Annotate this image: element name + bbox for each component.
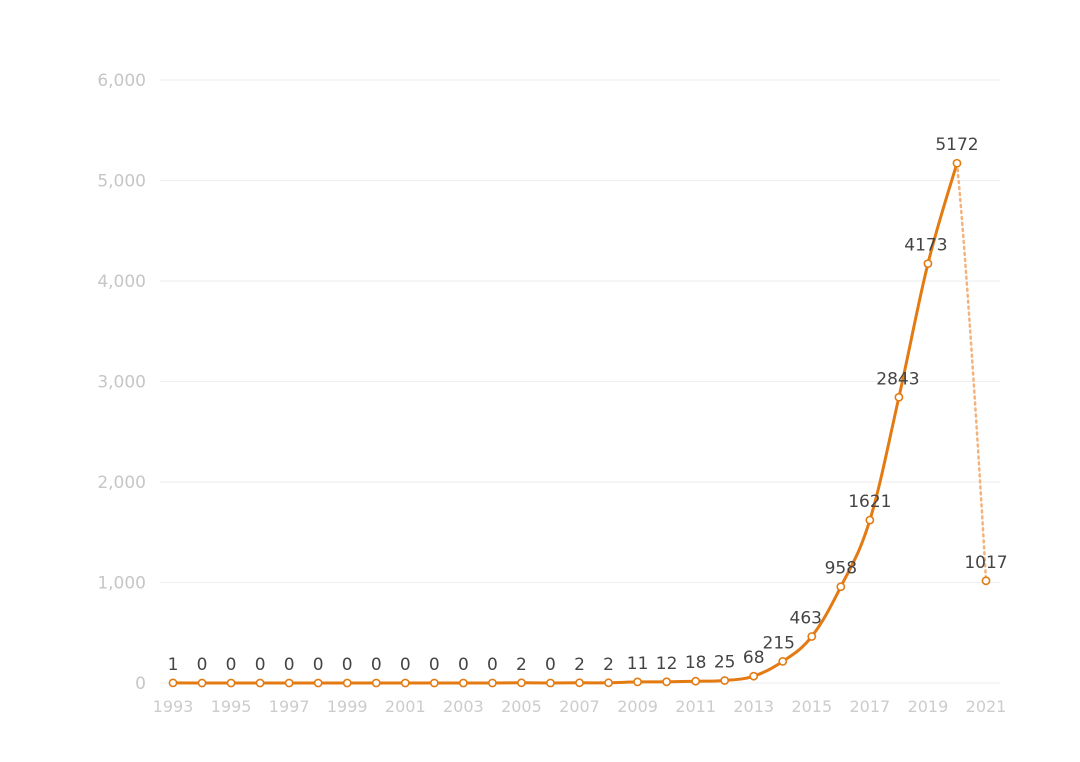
data-label: 0 <box>342 655 353 675</box>
data-label: 2843 <box>876 369 919 389</box>
x-tick-label: 2003 <box>443 697 484 716</box>
data-point <box>197 678 207 688</box>
x-tick-label: 2007 <box>559 697 600 716</box>
data-point <box>400 678 410 688</box>
data-label: 2 <box>603 655 614 675</box>
x-tick-label: 2011 <box>675 697 716 716</box>
data-label: 4173 <box>904 236 947 256</box>
data-label: 0 <box>371 655 382 675</box>
x-tick-label: 1997 <box>269 697 310 716</box>
data-point <box>981 576 991 586</box>
data-point <box>952 158 962 168</box>
data-label: 463 <box>790 608 822 628</box>
data-point <box>575 678 584 688</box>
data-label: 0 <box>400 655 411 675</box>
x-tick-label: 1995 <box>211 697 252 716</box>
data-point <box>342 678 352 688</box>
data-label: 18 <box>685 653 707 673</box>
data-point <box>836 582 846 592</box>
data-point <box>691 676 701 686</box>
y-tick-label: 1,000 <box>97 574 146 594</box>
x-tick-label: 2013 <box>733 697 774 716</box>
data-label: 12 <box>656 654 678 674</box>
data-point <box>546 678 555 688</box>
data-label: 2 <box>574 655 585 675</box>
data-label: 11 <box>627 654 649 674</box>
data-label: 1 <box>168 655 179 675</box>
data-label: 958 <box>825 559 857 579</box>
data-point <box>749 671 759 681</box>
y-tick-label: 6,000 <box>97 71 146 91</box>
y-tick-label: 4,000 <box>97 272 146 292</box>
data-label: 215 <box>763 633 795 653</box>
x-tick-label: 2009 <box>617 697 658 716</box>
x-tick-label: 2001 <box>385 697 426 716</box>
x-tick-label: 2015 <box>791 697 832 716</box>
data-label: 0 <box>545 655 556 675</box>
y-tick-label: 3,000 <box>97 373 146 393</box>
data-point <box>807 632 817 641</box>
data-point <box>313 678 323 688</box>
data-point <box>284 678 294 688</box>
data-point <box>865 515 875 525</box>
data-point <box>720 676 730 685</box>
data-label: 1017 <box>964 553 1007 573</box>
data-point <box>371 678 381 688</box>
y-tick-label: 0 <box>135 674 146 694</box>
data-label: 0 <box>458 655 469 675</box>
x-tick-label: 2005 <box>501 697 542 716</box>
grid-layer <box>160 79 1000 684</box>
data-label: 1621 <box>848 492 891 512</box>
data-label-layer: 1 0 0 0 0 0 0 0 0 0 0 0 2 0 2 2 11 12 18 25 6821546395816212… <box>168 135 1008 675</box>
data-point <box>633 677 642 687</box>
data-point <box>923 259 933 269</box>
data-point <box>604 678 613 688</box>
data-label: 0 <box>284 655 295 675</box>
data-point <box>517 678 526 688</box>
data-label: 2 <box>516 655 527 675</box>
x-tick-label: 2017 <box>849 697 890 716</box>
series-line-layer <box>171 161 988 685</box>
data-point <box>778 656 788 666</box>
y-tick-label: 5,000 <box>97 172 146 192</box>
data-point <box>429 678 439 688</box>
data-point <box>255 678 265 688</box>
y-tick-label: 2,000 <box>97 473 146 493</box>
series-line <box>171 161 959 685</box>
x-tick-label: 2021 <box>966 697 1007 716</box>
data-label: 25 <box>714 652 736 672</box>
y-axis-tick-labels: 0 1,000 2,000 3,000 4,000 5,000 6,000 <box>97 71 146 694</box>
data-label: 0 <box>313 655 324 675</box>
data-label: 5172 <box>935 135 978 155</box>
x-tick-label: 2019 <box>908 697 949 716</box>
data-point <box>458 678 468 688</box>
x-tick-label: 1993 <box>153 697 194 716</box>
data-point <box>662 677 672 687</box>
x-tick-label: 1999 <box>327 697 368 716</box>
data-point <box>226 678 236 688</box>
data-point <box>168 678 178 688</box>
data-label: 0 <box>197 655 208 675</box>
data-point-layer <box>168 158 991 688</box>
data-label: 0 <box>226 655 237 675</box>
data-label: 68 <box>743 648 765 668</box>
data-label: 0 <box>429 655 440 675</box>
data-point <box>487 678 497 688</box>
series-line-projected <box>955 161 988 583</box>
data-point <box>894 392 904 402</box>
data-label: 0 <box>255 655 266 675</box>
data-label: 0 <box>487 655 498 675</box>
x-axis-tick-labels: 1993 1995 1997 1999 2001 2003 2005 2007 2009 2011… <box>153 697 1007 716</box>
